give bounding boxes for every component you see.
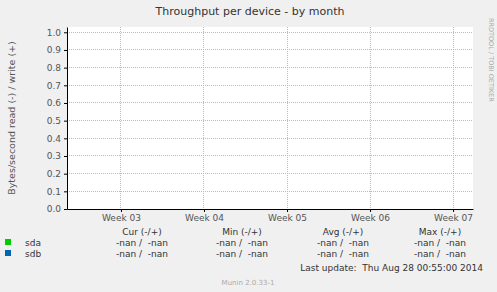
- tick: Week 06: [351, 209, 390, 223]
- tick-label: 0.8: [47, 63, 62, 73]
- tick: 0.0: [47, 204, 67, 214]
- tick-mark: [64, 156, 67, 157]
- grid-line: [67, 191, 473, 192]
- axis-title: Bytes/second read (-) / write (+): [6, 41, 17, 195]
- axis-line: [67, 28, 68, 210]
- tick: Week 05: [268, 209, 307, 223]
- stats-value: -nan / -nan: [414, 249, 466, 259]
- stats-value: -nan / -nan: [216, 249, 268, 259]
- stats-value: -nan / -nan: [216, 238, 268, 248]
- tick-label: Week 03: [102, 213, 141, 223]
- tick: 0.3: [47, 151, 67, 161]
- tick: Week 04: [185, 209, 224, 223]
- legend-label: sdb: [25, 249, 41, 259]
- tick-mark: [370, 209, 371, 212]
- legend-swatch: [5, 239, 11, 245]
- tick-mark: [64, 103, 67, 104]
- stats-header: Min (-/+): [222, 227, 262, 237]
- grid-line: [67, 209, 473, 210]
- tick: 0.2: [47, 169, 67, 179]
- tick: 0.4: [47, 134, 67, 144]
- chart: 0.0 0.1 0.2 0.3 0.4 0.5 0.6 0.7 0.8 0.9 1.0 Week 03…: [0, 0, 497, 292]
- grid-line: [67, 120, 473, 121]
- grid-line: [287, 27, 288, 209]
- background: [0, 0, 497, 292]
- tick: 0.5: [47, 116, 67, 126]
- tick-mark: [453, 209, 454, 212]
- tick-label: 0.3: [47, 151, 61, 161]
- tick-mark: [287, 209, 288, 212]
- tick-mark: [64, 174, 67, 175]
- grid-line: [67, 102, 473, 103]
- footer: Last update: Thu Aug 28 00:55:00 2014: [300, 263, 483, 273]
- grid-line: [203, 27, 204, 209]
- stats-value: -nan / -nan: [414, 238, 466, 248]
- tick-label: 0.1: [47, 187, 61, 197]
- grid-line: [67, 49, 473, 50]
- grid-line: [67, 32, 473, 33]
- grid-line: [453, 27, 454, 209]
- tick-label: 0.7: [47, 81, 61, 91]
- grid-line: [370, 27, 371, 209]
- tick-label: Week 05: [268, 213, 307, 223]
- grid-line: [67, 85, 473, 86]
- tick: 1.0: [47, 28, 67, 38]
- stats-header: Avg (-/+): [323, 227, 363, 237]
- stats-header: Max (-/+): [419, 227, 461, 237]
- tick-mark: [64, 121, 67, 122]
- tick-mark: [64, 209, 67, 210]
- y-axis: 0.0 0.1 0.2 0.3 0.4 0.5 0.6 0.7 0.8 0.9 1.0: [47, 28, 68, 215]
- tick-label: 0.2: [47, 169, 61, 179]
- stats-value: -nan / -nan: [317, 249, 369, 259]
- tick: 0.1: [47, 187, 67, 197]
- title: Throughput per device - by month: [155, 5, 345, 18]
- tick-mark: [64, 32, 67, 33]
- axis-line: [68, 209, 474, 210]
- grid-line: [67, 67, 473, 68]
- tick-label: 0.4: [47, 134, 62, 144]
- tick-mark: [204, 209, 205, 212]
- grid-line: [120, 27, 121, 209]
- credit: Munin 2.0.33-1: [222, 279, 275, 287]
- tick: 0.9: [47, 45, 67, 55]
- stats-value: -nan / -nan: [116, 249, 168, 259]
- legend-swatch: [5, 250, 11, 256]
- tick: Week 03: [102, 209, 141, 223]
- tick-label: 0.0: [47, 204, 62, 214]
- tick-mark: [64, 85, 67, 86]
- x-axis: Week 03 Week 04 Week 05 Week 06 Week 07: [68, 209, 474, 223]
- stats-value: -nan / -nan: [317, 238, 369, 248]
- tick-mark: [64, 68, 67, 69]
- tick-mark: [64, 50, 67, 51]
- stats-header: Cur (-/+): [122, 227, 161, 237]
- watermark: RRDTOOL / TOBI OETIKER: [487, 18, 495, 102]
- tick-mark: [64, 191, 67, 192]
- stats-value: -nan / -nan: [116, 238, 168, 248]
- tick-label: 0.5: [47, 116, 61, 126]
- tick-label: 1.0: [47, 28, 62, 38]
- tick-label: 0.6: [47, 98, 62, 108]
- tick-label: 0.9: [47, 45, 62, 55]
- tick: 0.6: [47, 98, 67, 108]
- plot-area: [67, 27, 473, 209]
- grid-line: [67, 138, 473, 139]
- grid: [67, 27, 473, 209]
- tick-label: Week 06: [351, 213, 390, 223]
- tick-mark: [64, 138, 67, 139]
- tick: 0.7: [47, 81, 67, 91]
- grid-line: [67, 155, 473, 156]
- legend-label: sda: [25, 238, 41, 248]
- tick: 0.8: [47, 63, 67, 73]
- grid-line: [67, 173, 473, 174]
- tick: Week 07: [434, 209, 473, 223]
- tick-mark: [121, 209, 122, 212]
- tick-label: Week 07: [434, 213, 473, 223]
- tick-label: Week 04: [185, 213, 224, 223]
